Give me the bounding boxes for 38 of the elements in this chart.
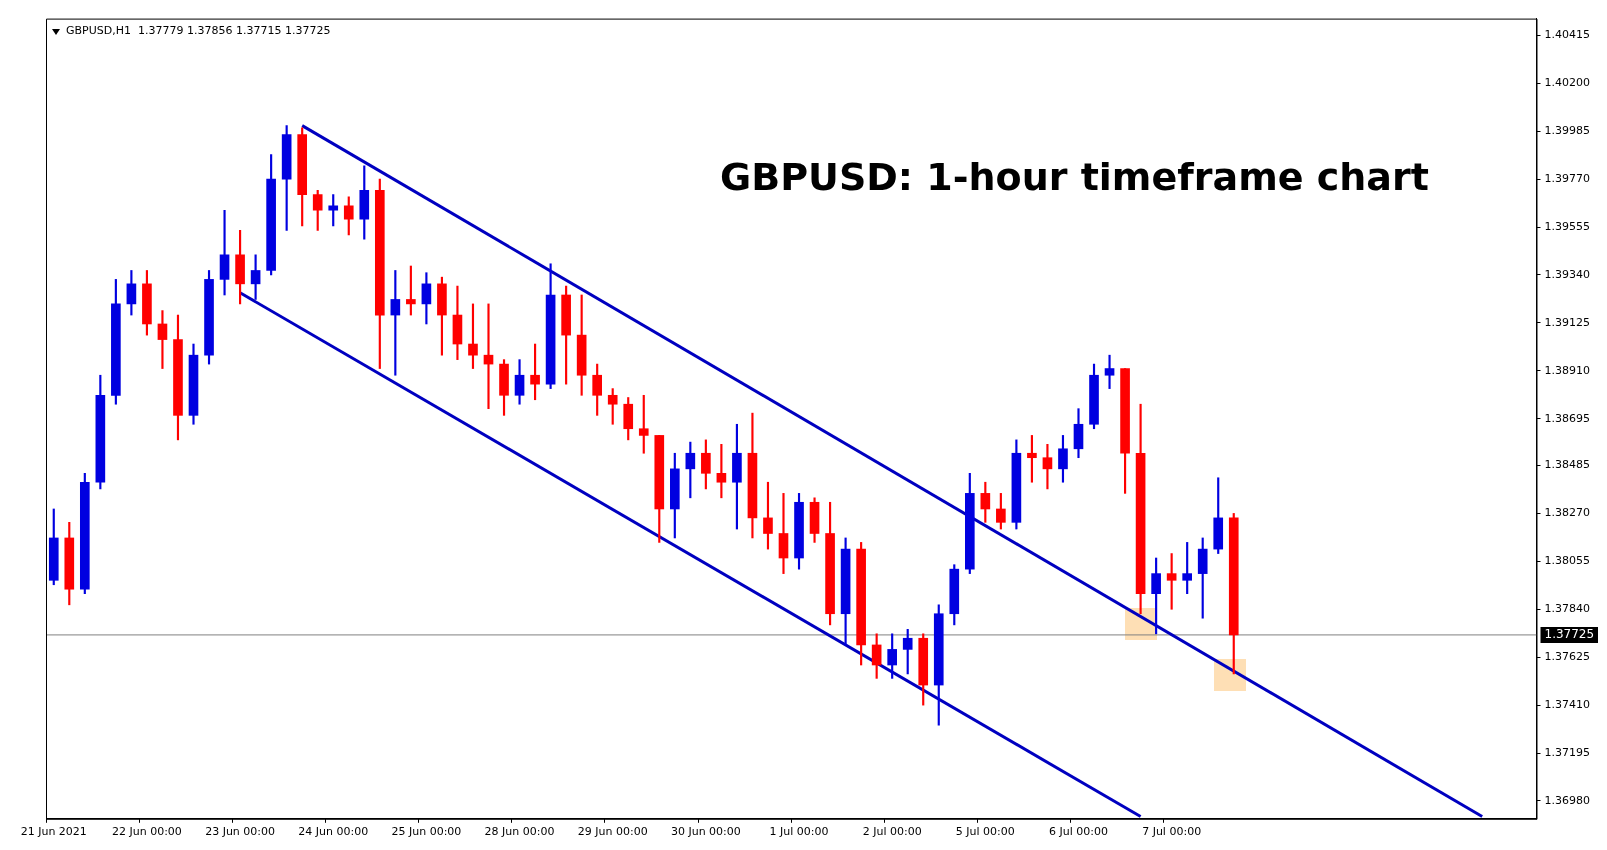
y-tick-label: 1.36980 <box>1544 793 1591 807</box>
candlestick <box>1042 444 1053 490</box>
y-tick-label: 1.39555 <box>1544 219 1591 233</box>
x-tick-label: 25 Jun 00:00 <box>391 825 462 839</box>
candlestick <box>157 310 168 369</box>
y-tick-label: 1.39340 <box>1544 267 1591 281</box>
y-tick-label: 1.37195 <box>1544 745 1591 759</box>
y-tick-label: 1.37625 <box>1544 650 1591 664</box>
x-tick-label: 28 Jun 00:00 <box>484 825 555 839</box>
y-tick-label: 1.40200 <box>1544 76 1591 90</box>
y-tick-label: 1.38270 <box>1544 506 1591 520</box>
candlestick <box>1104 354 1115 389</box>
y-tick-label: 1.39770 <box>1544 171 1591 185</box>
x-tick-label: 2 Jul 00:00 <box>862 825 922 839</box>
y-tick-label: 1.39125 <box>1544 315 1591 329</box>
x-tick-label: 5 Jul 00:00 <box>955 825 1015 839</box>
ref-line-label: 1.37725 <box>1544 627 1595 642</box>
x-tick-label: 1 Jul 00:00 <box>769 825 829 839</box>
x-tick-label: 6 Jul 00:00 <box>1049 825 1108 839</box>
y-tick-label: 1.37840 <box>1544 602 1591 616</box>
y-tick-label: 1.40415 <box>1544 28 1591 42</box>
x-tick-label: 24 Jun 00:00 <box>298 825 369 839</box>
y-tick-label: 1.37410 <box>1544 697 1591 711</box>
candlestick <box>219 209 230 296</box>
x-tick-label: 29 Jun 00:00 <box>577 825 648 839</box>
y-tick-label: 1.38910 <box>1544 363 1591 377</box>
y-tick-label: 1.38485 <box>1544 458 1591 472</box>
text: GBPUSD,H1 1.37779 1.37856 1.37715 1.37725 <box>66 24 331 38</box>
y-tick-label: 1.38055 <box>1544 554 1591 568</box>
x-tick-label: 23 Jun 00:00 <box>205 825 276 839</box>
y-tick-label: 1.39985 <box>1544 124 1591 138</box>
y-tick-label: 1.38695 <box>1544 411 1591 425</box>
candlestick <box>778 493 789 574</box>
x-tick-label: 30 Jun 00:00 <box>670 825 741 839</box>
text: GBPUSD: 1-hour timeframe chart <box>720 155 1429 200</box>
x-tick-label: 7 Jul 00:00 <box>1142 825 1202 839</box>
x-tick-label: 22 Jun 00:00 <box>111 825 182 839</box>
x-tick-label: 21 Jun 2021 <box>20 825 87 839</box>
